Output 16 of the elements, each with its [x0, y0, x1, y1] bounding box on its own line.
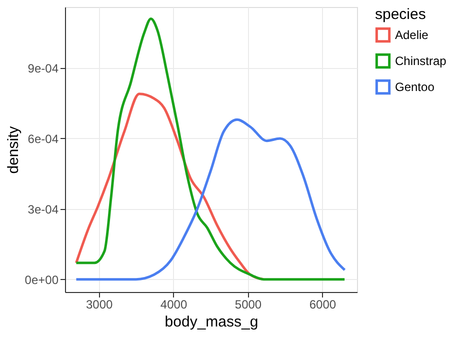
legend-label: Chinstrap: [395, 54, 447, 68]
y-tick-label: 0e+00: [24, 272, 59, 287]
x-axis-title: body_mass_g: [164, 314, 258, 330]
line-series: [74, 17, 346, 281]
y-axis-title: density: [4, 126, 22, 174]
legend-title: species: [375, 6, 426, 23]
legend-label: Adelie: [395, 28, 429, 42]
y-tick-label: 6e-04: [28, 132, 59, 146]
x-tick-label: 5000: [234, 298, 262, 312]
x-tick-label: 3000: [86, 298, 113, 312]
y-tick-label: 3e-04: [28, 202, 59, 216]
y-tick-label: 9e-04: [28, 62, 59, 76]
x-tick-label: 4000: [160, 298, 188, 312]
x-tick-label: 6000: [309, 298, 336, 312]
line-series: [74, 118, 346, 281]
legend-label: Gentoo: [395, 80, 435, 94]
